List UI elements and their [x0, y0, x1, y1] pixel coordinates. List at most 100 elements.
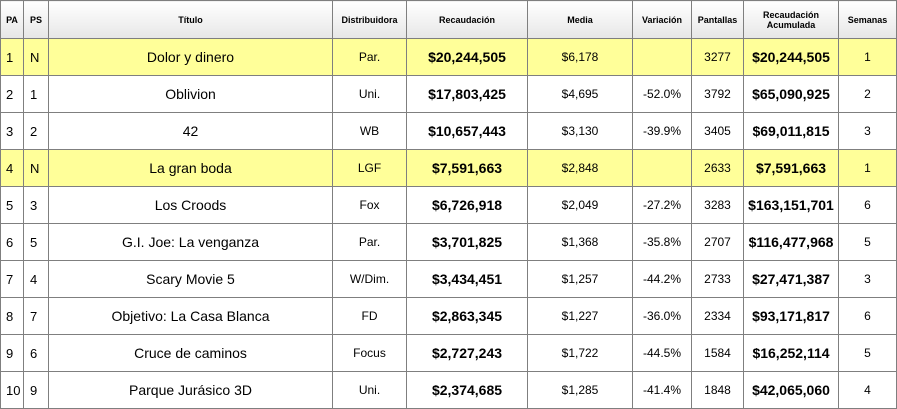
cell-pa: 8	[0, 297, 24, 335]
cell-variacion	[632, 38, 692, 76]
cell-media: $2,049	[527, 186, 633, 224]
cell-semanas: 1	[838, 149, 897, 187]
cell-ps: 1	[23, 75, 49, 113]
table-row: 2 1 Oblivion Uni. $17,803,425 $4,695 -52…	[0, 75, 897, 113]
cell-semanas: 4	[838, 371, 897, 409]
cell-distribuidora: Par.	[332, 38, 407, 76]
cell-acumulada: $7,591,663	[743, 149, 839, 187]
cell-distribuidora: Focus	[332, 334, 407, 372]
cell-ps: 5	[23, 223, 49, 261]
cell-pantallas: 2633	[691, 149, 744, 187]
header-variacion: Variación	[632, 0, 692, 39]
cell-pa: 9	[0, 334, 24, 372]
cell-pantallas: 3405	[691, 112, 744, 150]
cell-titulo: La gran boda	[48, 149, 333, 187]
cell-semanas: 6	[838, 186, 897, 224]
cell-pantallas: 1584	[691, 334, 744, 372]
table-row: 3 2 42 WB $10,657,443 $3,130 -39.9% 3405…	[0, 112, 897, 150]
cell-media: $2,848	[527, 149, 633, 187]
cell-media: $6,178	[527, 38, 633, 76]
cell-acumulada: $116,477,968	[743, 223, 839, 261]
cell-distribuidora: Par.	[332, 223, 407, 261]
cell-pa: 5	[0, 186, 24, 224]
cell-variacion	[632, 149, 692, 187]
cell-media: $4,695	[527, 75, 633, 113]
cell-variacion: -36.0%	[632, 297, 692, 335]
cell-ps: 9	[23, 371, 49, 409]
cell-semanas: 5	[838, 223, 897, 261]
cell-recaudacion: $20,244,505	[406, 38, 528, 76]
cell-pa: 10	[0, 371, 24, 409]
cell-titulo: Scary Movie 5	[48, 260, 333, 298]
cell-semanas: 1	[838, 38, 897, 76]
header-acumulada-line1: Recaudación	[762, 9, 820, 20]
cell-pa: 7	[0, 260, 24, 298]
table-row: 5 3 Los Croods Fox $6,726,918 $2,049 -27…	[0, 186, 897, 224]
cell-media: $1,368	[527, 223, 633, 261]
cell-recaudacion: $3,434,451	[406, 260, 528, 298]
cell-ps: N	[23, 149, 49, 187]
table-row: 7 4 Scary Movie 5 W/Dim. $3,434,451 $1,2…	[0, 260, 897, 298]
table-row: 6 5 G.I. Joe: La venganza Par. $3,701,82…	[0, 223, 897, 261]
cell-titulo: Cruce de caminos	[48, 334, 333, 372]
header-row: PA PS Título Distribuidora Recaudación M…	[0, 0, 897, 39]
cell-variacion: -41.4%	[632, 371, 692, 409]
header-acumulada-line2: Acumulada	[766, 19, 816, 30]
header-ps: PS	[23, 0, 49, 39]
cell-ps: 7	[23, 297, 49, 335]
cell-recaudacion: $2,727,243	[406, 334, 528, 372]
cell-variacion: -44.5%	[632, 334, 692, 372]
cell-media: $3,130	[527, 112, 633, 150]
cell-pantallas: 3277	[691, 38, 744, 76]
cell-recaudacion: $3,701,825	[406, 223, 528, 261]
header-recaudacion: Recaudación	[406, 0, 528, 39]
cell-acumulada: $42,065,060	[743, 371, 839, 409]
cell-titulo: 42	[48, 112, 333, 150]
cell-semanas: 6	[838, 297, 897, 335]
cell-semanas: 5	[838, 334, 897, 372]
header-semanas: Semanas	[838, 0, 897, 39]
cell-pantallas: 3283	[691, 186, 744, 224]
cell-distribuidora: W/Dim.	[332, 260, 407, 298]
cell-ps: 4	[23, 260, 49, 298]
header-media: Media	[527, 0, 633, 39]
cell-distribuidora: Uni.	[332, 75, 407, 113]
cell-distribuidora: Uni.	[332, 371, 407, 409]
cell-acumulada: $65,090,925	[743, 75, 839, 113]
cell-pantallas: 2707	[691, 223, 744, 261]
cell-pa: 4	[0, 149, 24, 187]
cell-variacion: -35.8%	[632, 223, 692, 261]
cell-media: $1,285	[527, 371, 633, 409]
cell-ps: 3	[23, 186, 49, 224]
cell-recaudacion: $10,657,443	[406, 112, 528, 150]
cell-recaudacion: $2,863,345	[406, 297, 528, 335]
cell-distribuidora: Fox	[332, 186, 407, 224]
table-row: 10 9 Parque Jurásico 3D Uni. $2,374,685 …	[0, 371, 897, 409]
cell-acumulada: $20,244,505	[743, 38, 839, 76]
cell-acumulada: $93,171,817	[743, 297, 839, 335]
header-pantallas: Pantallas	[691, 0, 744, 39]
cell-media: $1,257	[527, 260, 633, 298]
header-acumulada: Recaudación Acumulada	[743, 0, 839, 39]
cell-pa: 2	[0, 75, 24, 113]
cell-media: $1,722	[527, 334, 633, 372]
cell-pa: 6	[0, 223, 24, 261]
cell-acumulada: $27,471,387	[743, 260, 839, 298]
cell-semanas: 3	[838, 112, 897, 150]
cell-distribuidora: LGF	[332, 149, 407, 187]
cell-pantallas: 2334	[691, 297, 744, 335]
cell-variacion: -52.0%	[632, 75, 692, 113]
cell-pa: 1	[0, 38, 24, 76]
table-row: 9 6 Cruce de caminos Focus $2,727,243 $1…	[0, 334, 897, 372]
cell-acumulada: $16,252,114	[743, 334, 839, 372]
cell-recaudacion: $6,726,918	[406, 186, 528, 224]
table-row: 1 N Dolor y dinero Par. $20,244,505 $6,1…	[0, 38, 897, 76]
header-titulo: Título	[48, 0, 333, 39]
cell-ps: 6	[23, 334, 49, 372]
cell-acumulada: $69,011,815	[743, 112, 839, 150]
cell-semanas: 3	[838, 260, 897, 298]
header-pa: PA	[0, 0, 24, 39]
cell-pa: 3	[0, 112, 24, 150]
cell-recaudacion: $7,591,663	[406, 149, 528, 187]
cell-ps: 2	[23, 112, 49, 150]
